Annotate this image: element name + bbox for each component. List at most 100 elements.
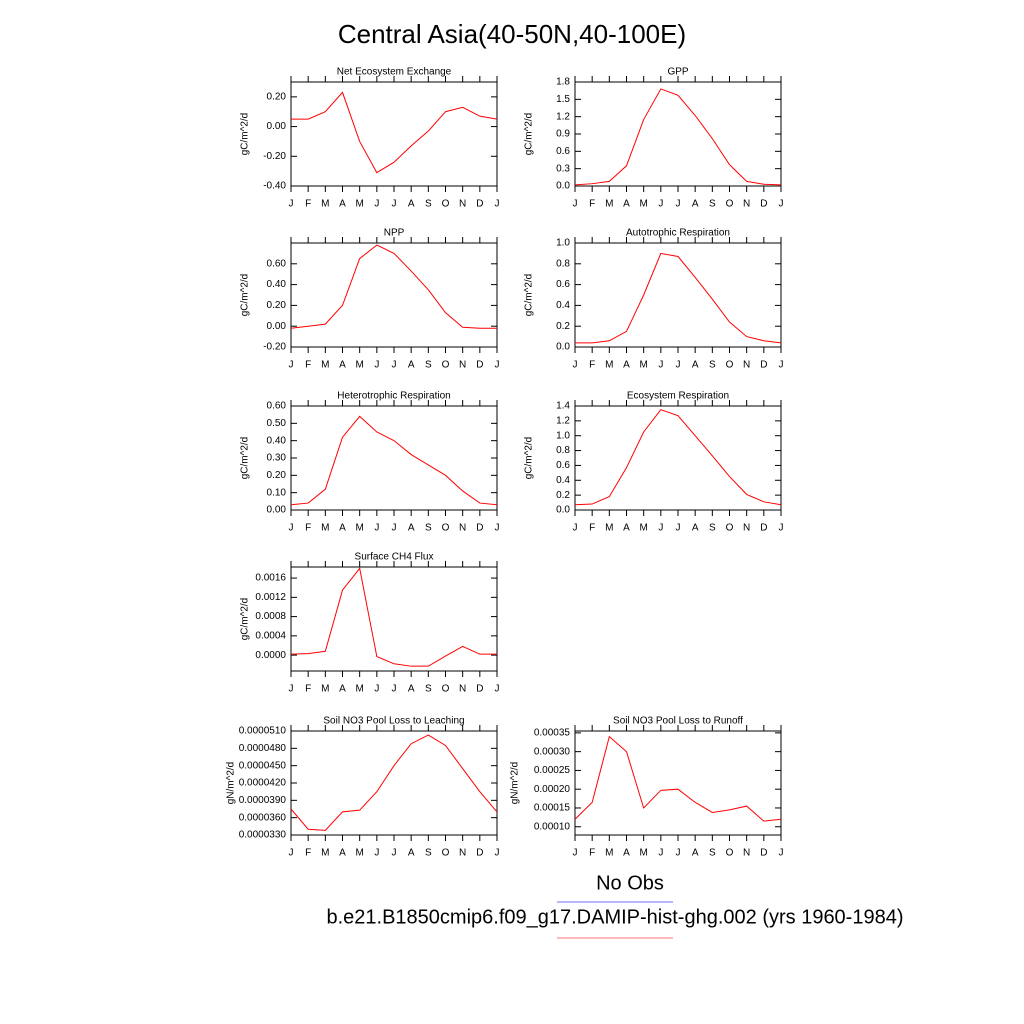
y-tick-label: 0.0000390 [239,795,287,806]
y-tick-label: -0.20 [263,342,286,353]
x-tick-label: A [623,523,630,534]
x-tick-label: J [658,199,663,210]
x-tick-label: O [726,848,734,859]
y-axis-label: gC/m^2/d [524,437,535,480]
x-tick-label: J [573,360,578,371]
panel-title: Net Ecosystem Exchange [337,67,452,78]
x-tick-label: A [408,199,415,210]
y-tick-label: 0.00030 [534,746,571,757]
x-tick-label: M [639,360,647,371]
x-tick-label: A [339,360,346,371]
y-tick-label: 0.6 [556,146,570,157]
y-axis-label: gC/m^2/d [240,113,251,156]
y-tick-label: 0.00025 [534,765,571,776]
x-tick-label: S [425,684,432,695]
x-tick-label: F [305,684,311,695]
x-tick-label: F [305,523,311,534]
x-tick-label: M [639,199,647,210]
x-tick-label: F [589,848,595,859]
x-tick-label: F [305,199,311,210]
x-tick-label: M [355,848,363,859]
x-tick-label: D [760,523,767,534]
x-tick-label: M [321,199,329,210]
y-tick-label: 0.20 [267,91,287,102]
y-tick-label: 0.0 [556,342,570,353]
x-tick-label: O [726,360,734,371]
data-line [290,244,497,329]
x-tick-label: J [392,199,397,210]
x-tick-label: S [425,360,432,371]
y-tick-label: 0.00 [267,321,287,332]
x-tick-label: F [589,360,595,371]
x-tick-label: J [573,199,578,210]
x-tick-label: N [743,848,750,859]
x-tick-label: S [709,848,716,859]
x-tick-label: J [289,523,294,534]
x-tick-label: A [339,523,346,534]
x-tick-label: N [743,360,750,371]
x-tick-label: S [425,848,432,859]
x-tick-label: J [495,684,500,695]
x-tick-label: O [726,199,734,210]
x-tick-label: O [442,360,450,371]
x-tick-label: J [658,360,663,371]
y-tick-label: 0.30 [267,453,287,464]
plot-frame [290,242,498,348]
x-tick-label: A [692,199,699,210]
x-tick-label: J [573,523,578,534]
x-tick-label: O [442,848,450,859]
plot-frame [290,566,498,672]
panel-title: Surface CH4 Flux [355,552,434,563]
y-tick-label: 1.2 [556,415,570,426]
y-axis-label: gC/m^2/d [240,598,251,641]
x-tick-label: O [442,684,450,695]
x-tick-label: A [623,848,630,859]
x-tick-label: A [408,684,415,695]
x-tick-label: O [442,523,450,534]
y-axis-label: gC/m^2/d [240,274,251,317]
x-tick-label: J [392,848,397,859]
panel-title: Soil NO3 Pool Loss to Leaching [323,716,464,727]
y-tick-label: 0.50 [267,418,287,429]
y-tick-label: 0.0000480 [239,743,287,754]
y-tick-label: 1.0 [556,238,570,249]
x-tick-label: A [339,199,346,210]
plot-frame [574,405,782,511]
x-tick-label: N [459,848,466,859]
plot-frame [574,730,782,836]
x-tick-label: M [605,199,613,210]
x-tick-label: D [476,360,483,371]
x-tick-label: M [605,360,613,371]
x-tick-label: S [709,360,716,371]
y-tick-label: 1.0 [556,430,570,441]
x-tick-label: S [709,199,716,210]
y-tick-label: 0.0000330 [239,830,287,841]
y-axis-label: gN/m^2/d [226,762,237,805]
x-tick-label: J [392,684,397,695]
x-tick-label: J [289,360,294,371]
y-axis-label: gN/m^2/d [510,762,521,805]
x-tick-label: J [495,360,500,371]
panel-title: Heterotrophic Respiration [337,391,450,402]
x-tick-label: J [676,523,681,534]
x-tick-label: A [692,848,699,859]
x-tick-label: A [408,360,415,371]
y-tick-label: 0.8 [556,258,570,269]
x-tick-label: M [639,848,647,859]
x-tick-label: M [355,360,363,371]
y-tick-label: 0.00 [267,121,287,132]
y-axis-label: gC/m^2/d [524,113,535,156]
x-tick-label: A [339,684,346,695]
plot-frame [574,242,782,348]
x-tick-label: J [374,523,379,534]
x-tick-label: D [476,199,483,210]
y-tick-label: 0.00 [267,505,287,516]
x-tick-label: D [476,523,483,534]
x-tick-label: M [321,684,329,695]
y-tick-label: 0.0000510 [239,726,287,737]
y-tick-label: 0.9 [556,129,570,140]
y-tick-label: 0.10 [267,487,287,498]
x-tick-label: M [605,523,613,534]
y-tick-label: 0.60 [267,401,287,412]
x-tick-label: J [658,523,663,534]
